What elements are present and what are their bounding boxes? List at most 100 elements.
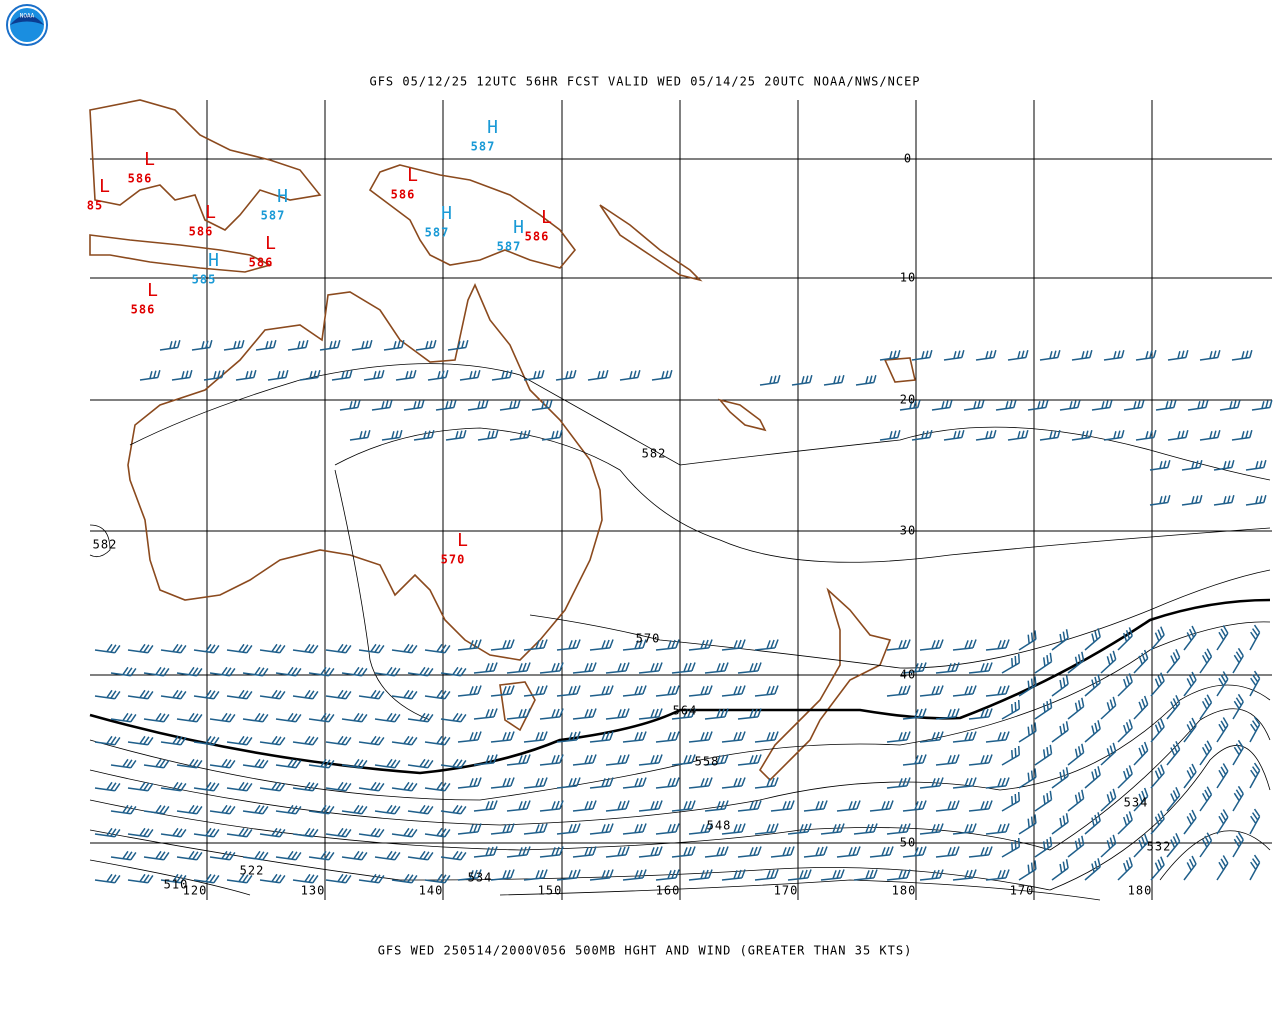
wind-barb [688, 777, 713, 789]
wind-barb [94, 643, 121, 654]
wind-barb [737, 846, 762, 858]
wind-barb [1231, 349, 1253, 361]
wind-barb [869, 846, 894, 858]
wind-barb [490, 685, 515, 697]
wind-barb [1067, 743, 1085, 766]
wind-barb [655, 869, 680, 881]
wind-barb [589, 639, 614, 651]
wind-barb [1117, 673, 1133, 697]
wind-barb [1117, 719, 1133, 743]
wind-barb [176, 712, 203, 723]
wind-barb [292, 643, 319, 654]
center-value: 587 [471, 140, 496, 154]
wind-barb [193, 689, 220, 700]
wind-barb [358, 643, 385, 654]
wind-barb [1181, 459, 1203, 471]
wind-barb [110, 758, 137, 769]
wind-barb [325, 827, 352, 838]
wind-barb [1007, 349, 1029, 361]
wind-barb [391, 873, 418, 884]
wind-barb [952, 731, 977, 743]
center-value: 570 [441, 553, 466, 567]
wind-barb [176, 804, 203, 815]
wind-barb [622, 823, 647, 835]
wind-barb [440, 666, 467, 677]
wind-barb [226, 735, 253, 746]
wind-barb [1084, 766, 1101, 789]
wind-barb [1051, 629, 1069, 651]
wind-barb [255, 339, 277, 351]
wind-barb [1034, 698, 1053, 720]
wind-barb [159, 339, 181, 351]
wind-barb [886, 823, 911, 835]
wind-barb [1167, 429, 1189, 441]
wind-barb [589, 731, 614, 743]
wind-barb [490, 823, 515, 835]
lat-label: 0 [904, 152, 912, 166]
wind-barb [407, 712, 434, 723]
wind-barb [1216, 671, 1229, 697]
wind-barb [1219, 399, 1241, 411]
wind-barb [963, 399, 985, 411]
wind-barb [1018, 814, 1037, 835]
wind-barb [457, 823, 482, 835]
center-symbol: H [441, 203, 453, 224]
center-value: 587 [497, 240, 522, 254]
wind-barb [1166, 695, 1181, 720]
wind-barb [1155, 399, 1177, 411]
wind-barb [1100, 650, 1117, 674]
wind-barb [589, 777, 614, 789]
wind-barb [506, 754, 531, 766]
wind-barb [1051, 675, 1069, 697]
wind-barb [1001, 699, 1021, 720]
lon-label: 150 [538, 884, 563, 898]
center-symbol: H [208, 250, 220, 271]
wind-barb [473, 800, 498, 812]
wind-barb [490, 869, 515, 881]
wind-barb [1001, 791, 1021, 812]
wind-barb [395, 369, 417, 381]
wind-barb [193, 735, 220, 746]
wind-barb [721, 869, 746, 881]
wind-barb [499, 399, 521, 411]
wind-barb [622, 777, 647, 789]
wind-barb [1067, 651, 1085, 674]
wind-barb [886, 639, 911, 651]
wind-barb [1071, 429, 1093, 441]
wind-barb [919, 731, 944, 743]
wind-barb [820, 869, 845, 881]
wind-barb [1199, 740, 1213, 766]
wind-barb [1001, 837, 1021, 858]
wind-barb [1027, 399, 1049, 411]
wind-barb [1167, 349, 1189, 361]
wind-barb [770, 846, 795, 858]
wind-barb [985, 731, 1010, 743]
wind-barb [235, 369, 257, 381]
wind-barb [919, 639, 944, 651]
wind-barb [1117, 765, 1133, 789]
wind-barb [1232, 831, 1244, 858]
lon-label: 170 [1010, 884, 1035, 898]
wind-barb [1166, 741, 1181, 766]
wind-barb [1135, 429, 1157, 441]
wind-barb [457, 639, 482, 651]
wind-barb [308, 850, 335, 861]
wind-barb [506, 708, 531, 720]
wind-barb [1018, 630, 1037, 651]
map-footer: GFS WED 250514/2000V056 500MB HGHT AND W… [378, 944, 913, 958]
wind-barb [143, 758, 170, 769]
wind-barb [539, 662, 564, 674]
wind-barb [457, 869, 482, 881]
wind-barb [391, 827, 418, 838]
wind-barb [1034, 744, 1053, 766]
wind-barb [226, 689, 253, 700]
wind-barb [671, 754, 696, 766]
wind-barb [509, 429, 531, 441]
wind-barb [671, 662, 696, 674]
center-value: 587 [425, 226, 450, 240]
wind-barb [1133, 787, 1149, 812]
wind-barb [638, 754, 663, 766]
wind-barb [759, 374, 781, 386]
wind-barb [506, 846, 531, 858]
